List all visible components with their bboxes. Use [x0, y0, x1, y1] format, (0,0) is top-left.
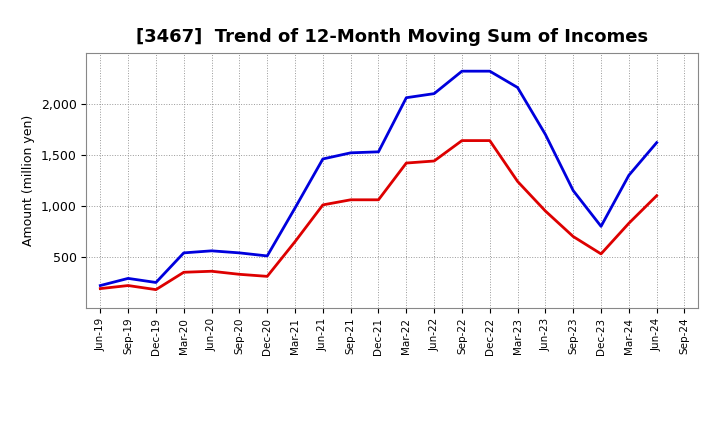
- Ordinary Income: [96, 283, 104, 288]
- Net Income: [430, 158, 438, 164]
- Net Income: [346, 197, 355, 202]
- Net Income: [458, 138, 467, 143]
- Ordinary Income: [624, 172, 633, 178]
- Ordinary Income: [374, 149, 383, 154]
- Net Income: [179, 270, 188, 275]
- Line: Net Income: Net Income: [100, 141, 657, 290]
- Net Income: [569, 234, 577, 239]
- Ordinary Income: [569, 188, 577, 193]
- Ordinary Income: [485, 69, 494, 74]
- Ordinary Income: [124, 276, 132, 281]
- Net Income: [374, 197, 383, 202]
- Ordinary Income: [263, 253, 271, 259]
- Y-axis label: Amount (million yen): Amount (million yen): [22, 115, 35, 246]
- Ordinary Income: [597, 224, 606, 229]
- Ordinary Income: [346, 150, 355, 155]
- Net Income: [541, 209, 550, 214]
- Net Income: [402, 161, 410, 166]
- Ordinary Income: [513, 85, 522, 90]
- Ordinary Income: [430, 91, 438, 96]
- Net Income: [235, 271, 243, 277]
- Net Income: [652, 193, 661, 198]
- Ordinary Income: [207, 248, 216, 253]
- Title: [3467]  Trend of 12-Month Moving Sum of Incomes: [3467] Trend of 12-Month Moving Sum of I…: [136, 28, 649, 46]
- Ordinary Income: [541, 132, 550, 137]
- Net Income: [291, 239, 300, 244]
- Ordinary Income: [652, 140, 661, 145]
- Net Income: [513, 179, 522, 184]
- Net Income: [263, 274, 271, 279]
- Ordinary Income: [152, 280, 161, 285]
- Ordinary Income: [235, 250, 243, 256]
- Net Income: [96, 286, 104, 291]
- Ordinary Income: [318, 156, 327, 161]
- Ordinary Income: [458, 69, 467, 74]
- Net Income: [124, 283, 132, 288]
- Net Income: [318, 202, 327, 208]
- Net Income: [207, 268, 216, 274]
- Net Income: [485, 138, 494, 143]
- Line: Ordinary Income: Ordinary Income: [100, 71, 657, 286]
- Ordinary Income: [291, 205, 300, 211]
- Net Income: [597, 251, 606, 257]
- Ordinary Income: [179, 250, 188, 256]
- Net Income: [152, 287, 161, 292]
- Net Income: [624, 220, 633, 226]
- Ordinary Income: [402, 95, 410, 100]
